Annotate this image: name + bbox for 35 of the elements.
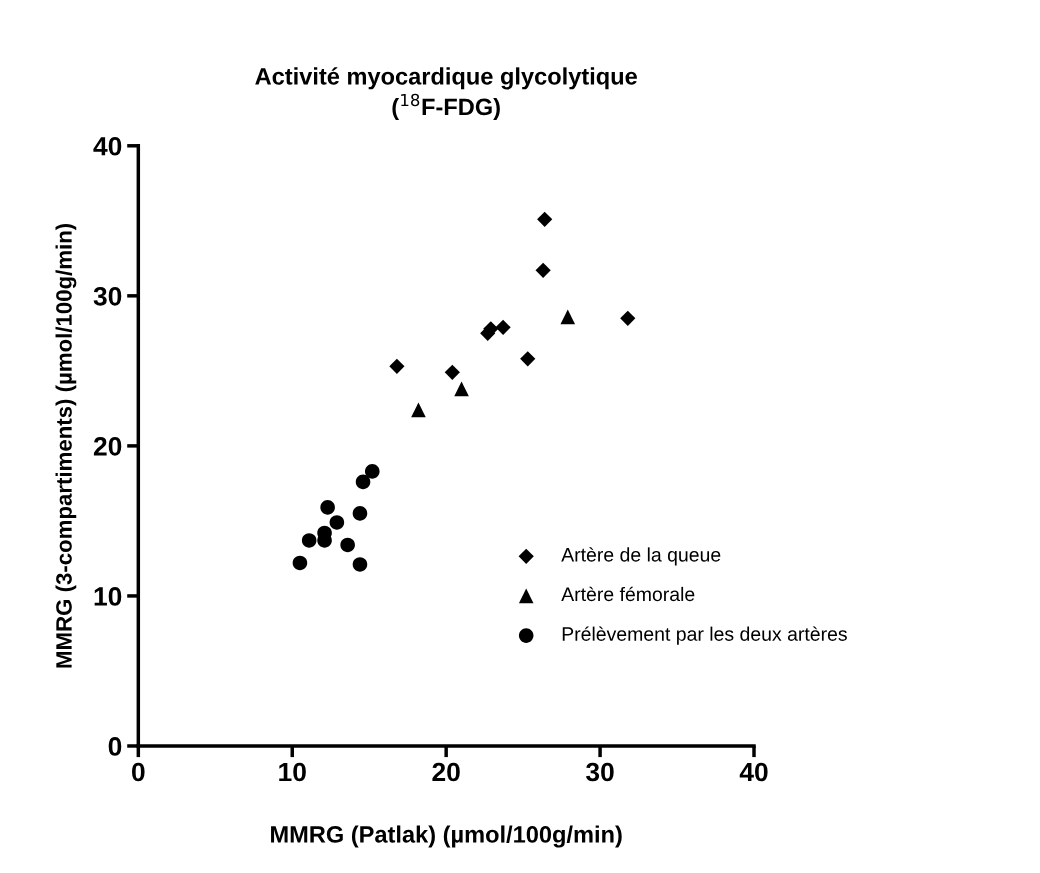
point xyxy=(340,537,355,553)
x-tick-label: 40 xyxy=(739,762,768,782)
point xyxy=(560,309,576,325)
legend-label: Artère de la queue xyxy=(561,547,721,566)
point xyxy=(535,262,551,278)
legend-label: Prélèvement par les deux artères xyxy=(562,626,847,645)
x-tick-label: 10 xyxy=(279,762,306,782)
y-tick-label: 40 xyxy=(93,136,122,156)
point xyxy=(320,500,335,515)
chart-title: Activité myocardique glycolytique ($^{18}$F-FDG) xyxy=(255,67,637,120)
point xyxy=(411,402,426,418)
point xyxy=(364,464,380,479)
point xyxy=(520,351,536,367)
point xyxy=(537,211,553,227)
point xyxy=(444,364,460,380)
point xyxy=(352,557,368,572)
point xyxy=(301,533,317,548)
point xyxy=(495,319,511,335)
y-tick-label: 0 xyxy=(108,737,122,756)
point xyxy=(389,358,405,374)
x-tick-label: 0 xyxy=(132,762,145,782)
point xyxy=(355,474,371,490)
y-axis-title: MMRG (3-compartiments) (µmol/100g/min) xyxy=(55,223,77,668)
y-tick-label: 20 xyxy=(93,437,122,456)
point xyxy=(352,506,368,521)
point xyxy=(620,310,636,326)
x-axis-title: MMRG (Patlak) (µmol/100g/min) xyxy=(271,825,622,848)
x-tick-label: 20 xyxy=(432,762,460,782)
legend-label: Artère fémorale xyxy=(561,586,695,602)
point xyxy=(329,515,345,530)
point xyxy=(454,381,469,397)
y-tick-label: 30 xyxy=(93,286,122,306)
x-tick-label: 30 xyxy=(586,762,614,782)
point xyxy=(292,555,308,571)
y-tick-label: 10 xyxy=(94,587,122,606)
